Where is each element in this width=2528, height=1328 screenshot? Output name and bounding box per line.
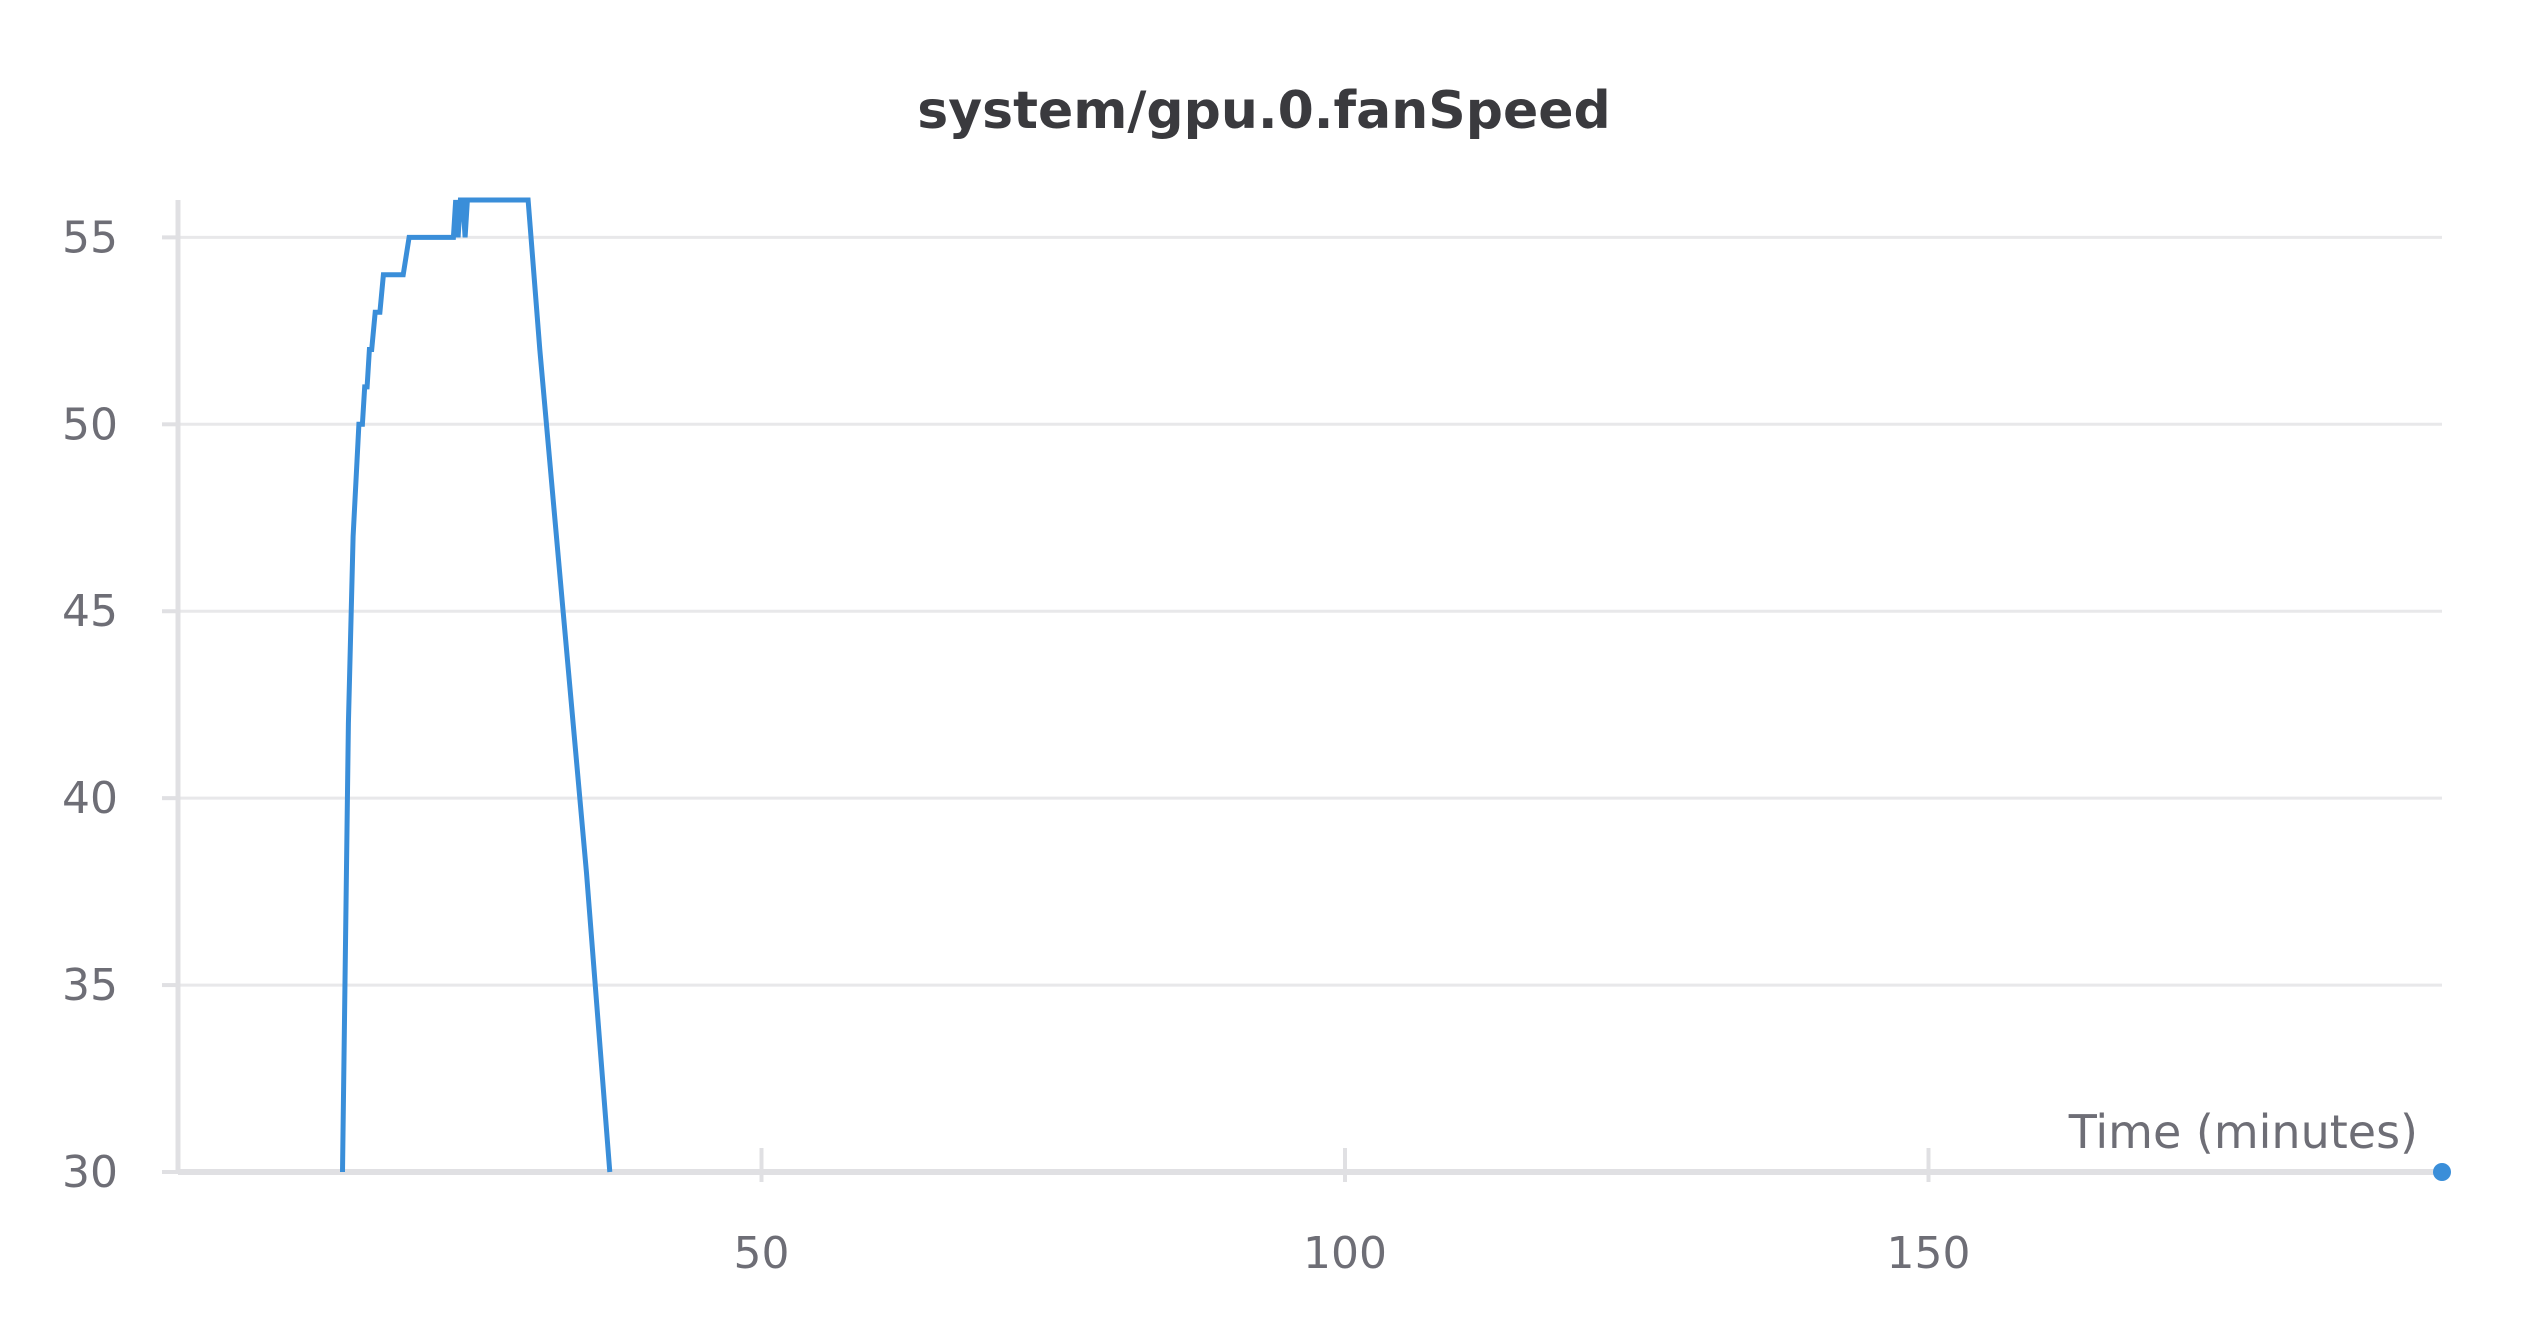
y-tick-label-40: 40 bbox=[62, 773, 118, 824]
axes bbox=[175, 200, 2442, 1175]
marker-group bbox=[2433, 1163, 2451, 1181]
end-marker-0 bbox=[2433, 1163, 2451, 1181]
y-tick-label-50: 50 bbox=[62, 399, 118, 450]
x-tick-label-50: 50 bbox=[734, 1228, 790, 1279]
y-ticks: 30 35 40 45 50 55 bbox=[62, 212, 178, 1198]
x-tick-label-150: 150 bbox=[1887, 1228, 1971, 1279]
grid-lines bbox=[178, 235, 2442, 987]
x-tick-label-100: 100 bbox=[1303, 1228, 1387, 1279]
x-ticks: 50 100 150 bbox=[734, 1148, 1971, 1279]
series-group bbox=[340, 197, 613, 1173]
y-tick-label-45: 45 bbox=[62, 586, 118, 637]
series-line-0 bbox=[340, 197, 613, 1173]
chart-title: system/gpu.0.fanSpeed bbox=[917, 81, 1610, 141]
x-axis-label: Time (minutes) bbox=[2068, 1105, 2418, 1159]
y-tick-label-35: 35 bbox=[62, 960, 118, 1011]
y-tick-label-30: 30 bbox=[62, 1147, 118, 1198]
y-tick-label-55: 55 bbox=[62, 212, 118, 263]
